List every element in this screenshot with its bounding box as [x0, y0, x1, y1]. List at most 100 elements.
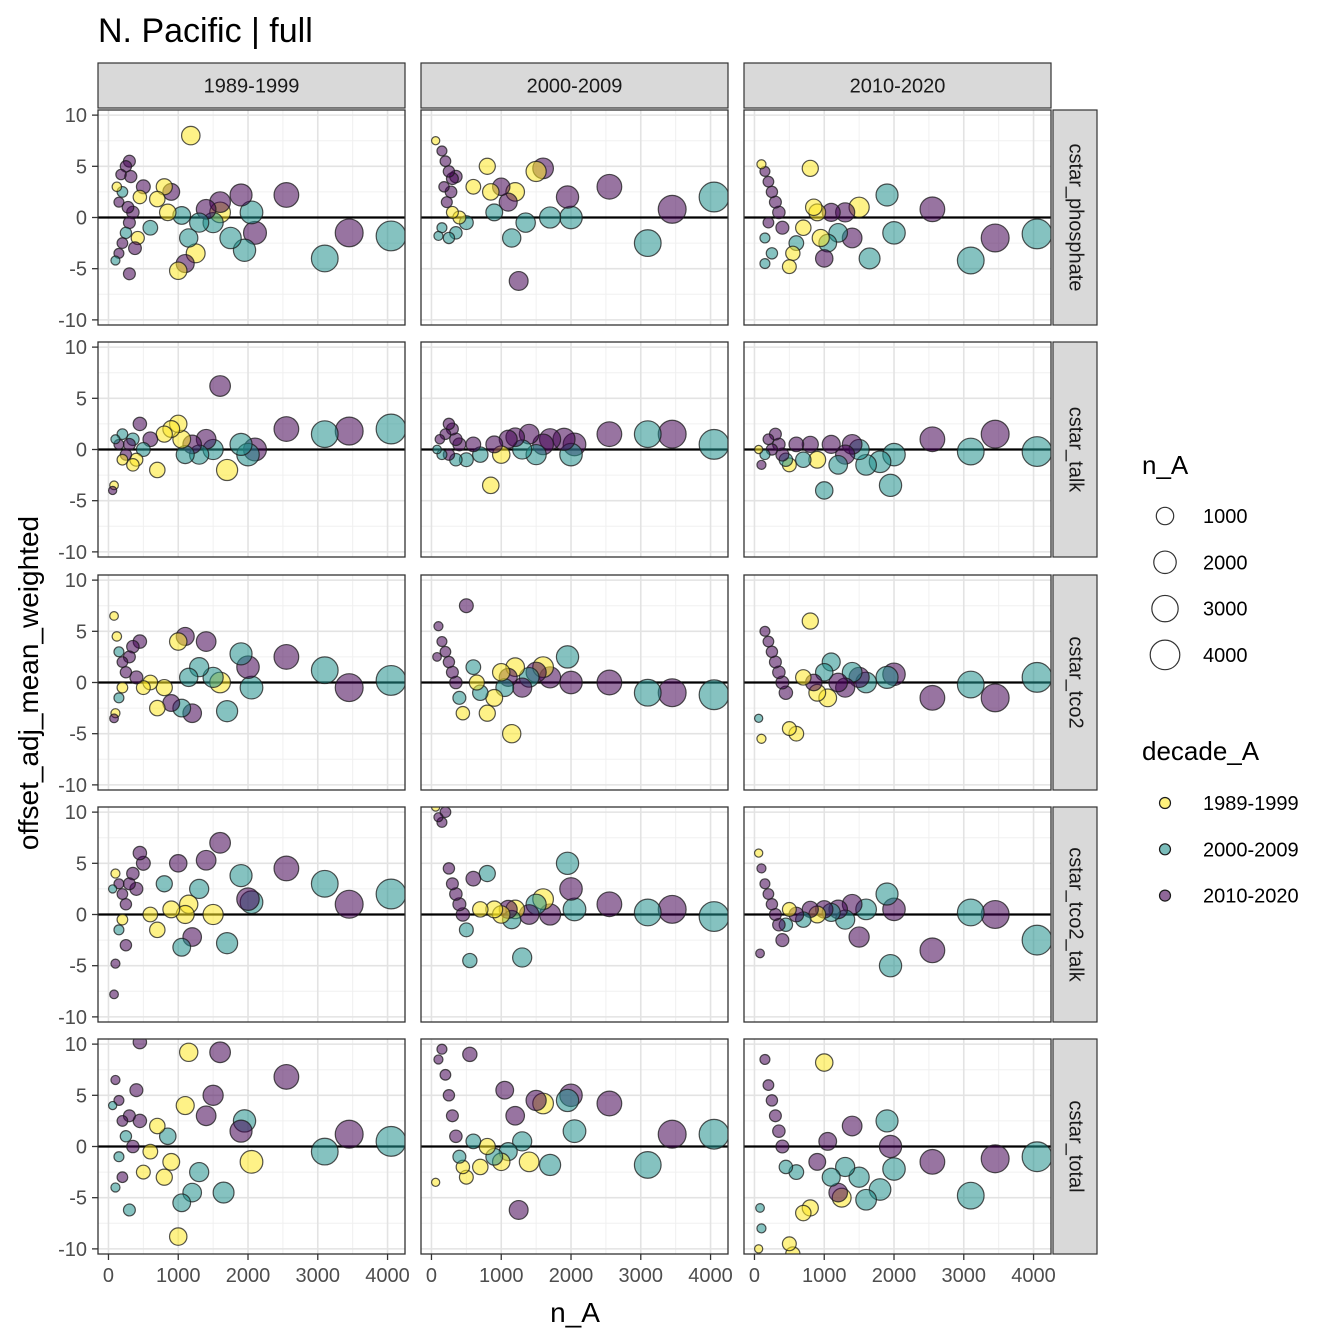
data-point — [121, 200, 135, 214]
data-point — [765, 247, 779, 260]
data-point — [439, 155, 452, 168]
size-legend-key — [1155, 506, 1175, 526]
data-point — [442, 165, 456, 178]
panel-border — [743, 109, 1052, 326]
data-point — [155, 875, 173, 893]
panel-border — [420, 341, 729, 558]
data-point — [375, 1125, 405, 1157]
data-point — [633, 229, 662, 258]
data-point — [132, 416, 148, 432]
data-point — [119, 1130, 133, 1143]
data-point — [765, 645, 779, 659]
data-points — [753, 1053, 1051, 1254]
facet-strip-row-label: cstar_tco2_talk — [1065, 847, 1087, 983]
x-tick-label: 3000 — [296, 1265, 341, 1287]
data-point — [481, 476, 500, 495]
data-point — [956, 437, 985, 466]
data-point — [142, 906, 159, 923]
facet-strip-row-label: cstar_tco2 — [1065, 636, 1087, 728]
y-tick-label: -10 — [58, 775, 87, 797]
data-point — [209, 831, 232, 854]
y-tick-label: -5 — [69, 956, 87, 978]
data-point — [491, 662, 511, 682]
data-point — [116, 1114, 129, 1127]
data-point — [1021, 661, 1051, 693]
data-point — [518, 1151, 540, 1173]
x-tick-label: 1000 — [479, 1265, 524, 1287]
data-point — [875, 183, 899, 207]
y-tick-label: 5 — [76, 388, 87, 410]
data-point — [442, 862, 456, 875]
data-point — [109, 989, 119, 1000]
data-point — [149, 699, 166, 717]
data-points — [430, 136, 728, 291]
data-point — [122, 1203, 136, 1217]
data-point — [110, 1030, 119, 1039]
data-point — [828, 672, 849, 693]
data-point — [110, 868, 121, 879]
x-tick-label: 2000 — [226, 1265, 271, 1287]
data-point — [753, 1244, 764, 1254]
data-point — [113, 692, 125, 704]
y-tick-label: 5 — [76, 853, 87, 875]
data-point — [432, 444, 442, 455]
data-point — [512, 947, 533, 968]
data-point — [189, 1161, 210, 1183]
data-point — [919, 684, 946, 711]
data-point — [919, 1148, 946, 1175]
data-point — [468, 674, 485, 691]
data-point — [122, 877, 136, 891]
data-point — [814, 249, 834, 268]
facet-strip-row-cstar_phosphate: cstar_phosphate — [1052, 109, 1098, 326]
data-point — [633, 898, 662, 927]
data-point — [878, 953, 903, 978]
data-point — [657, 1119, 687, 1149]
panel-cstar_phosphate-1989-1999: -10 -5 0 5 10 — [58, 105, 406, 332]
data-point — [202, 1084, 224, 1106]
data-point — [113, 924, 125, 936]
data-point — [119, 226, 133, 240]
data-point — [229, 432, 253, 456]
facet-strip-col-2010-2020: 2010-2020 — [743, 62, 1052, 109]
data-point — [980, 223, 1010, 253]
data-point — [109, 611, 119, 621]
data-point — [478, 1137, 496, 1156]
data-point — [310, 1137, 339, 1166]
data-point — [956, 246, 985, 275]
data-point — [841, 1115, 863, 1137]
data-point — [956, 1181, 985, 1210]
data-point — [126, 458, 140, 472]
data-point — [512, 1131, 533, 1152]
data-point — [168, 854, 188, 873]
data-point — [107, 485, 118, 496]
data-point — [753, 444, 764, 455]
x-tick-label: 0 — [749, 1265, 760, 1287]
panel-border — [420, 1038, 729, 1255]
data-point — [633, 420, 662, 449]
size-legend-label: 3000 — [1203, 599, 1248, 621]
data-point — [168, 1227, 188, 1246]
data-point — [555, 645, 580, 669]
data-point — [828, 454, 849, 475]
data-point — [525, 1089, 547, 1112]
data-point — [956, 670, 985, 699]
data-point — [596, 173, 623, 200]
data-point — [759, 232, 771, 244]
panel-cstar_phosphate-2010-2020 — [743, 109, 1052, 326]
data-point — [236, 887, 260, 911]
data-point — [122, 267, 136, 281]
data-point — [878, 1134, 903, 1159]
data-point — [756, 1223, 767, 1234]
data-point — [788, 436, 805, 453]
data-point — [559, 670, 583, 695]
x-tick-label: 0 — [103, 1265, 114, 1287]
data-point — [501, 228, 522, 248]
data-point — [128, 241, 142, 256]
data-point — [189, 212, 210, 233]
facet-strip-row-bg — [1052, 574, 1098, 791]
facet-strip-row-cstar_tco2: cstar_tco2 — [1052, 574, 1098, 791]
data-point — [195, 849, 217, 871]
facet-strip-row-label: cstar_talk — [1065, 407, 1087, 494]
data-point — [202, 666, 224, 689]
